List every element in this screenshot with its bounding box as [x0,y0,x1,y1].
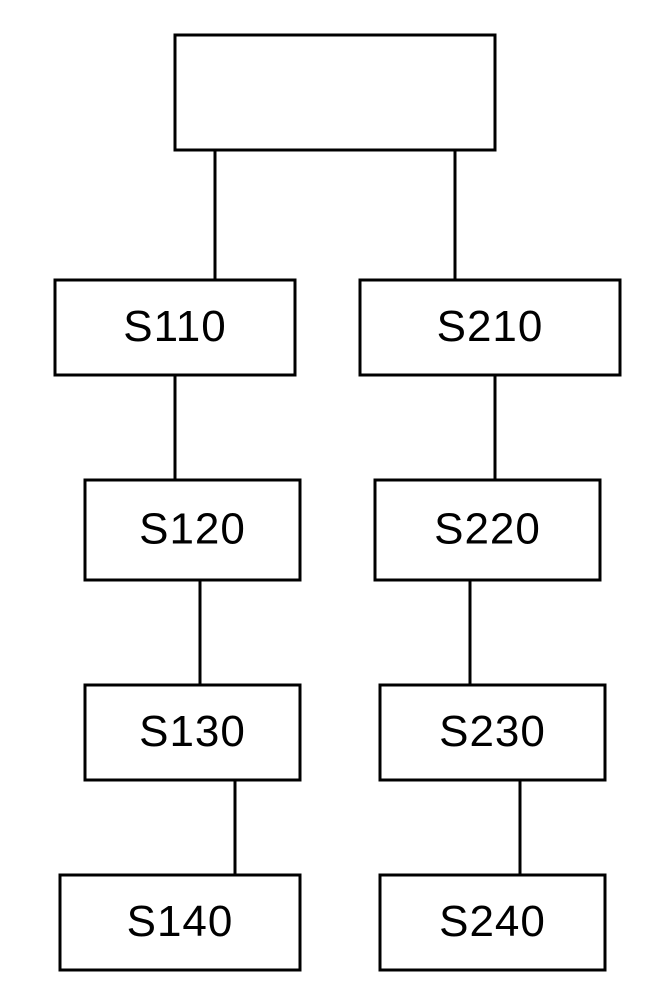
node-label-n5: S130 [139,707,246,756]
node-label-n2: S210 [437,302,544,351]
node-n2: S210 [360,280,620,375]
node-n1: S110 [55,280,295,375]
node-n7: S140 [60,875,300,970]
node-n6: S230 [380,685,605,780]
node-label-n4: S220 [434,505,541,554]
node-label-n6: S230 [439,707,546,756]
node-label-n7: S140 [127,897,234,946]
flowchart-canvas: S110 S210 S120 S220 S130 S230 S140 S240 [0,0,669,1000]
node-n5: S130 [85,685,300,780]
node-label-n8: S240 [439,897,546,946]
node-n8: S240 [380,875,605,970]
nodes-layer: S110 S210 S120 S220 S130 S230 S140 S240 [55,35,620,970]
node-box-root [175,35,495,150]
node-root [175,35,495,150]
node-n3: S120 [85,480,300,580]
node-label-n3: S120 [139,505,246,554]
node-n4: S220 [375,480,600,580]
node-label-n1: S110 [123,302,227,351]
